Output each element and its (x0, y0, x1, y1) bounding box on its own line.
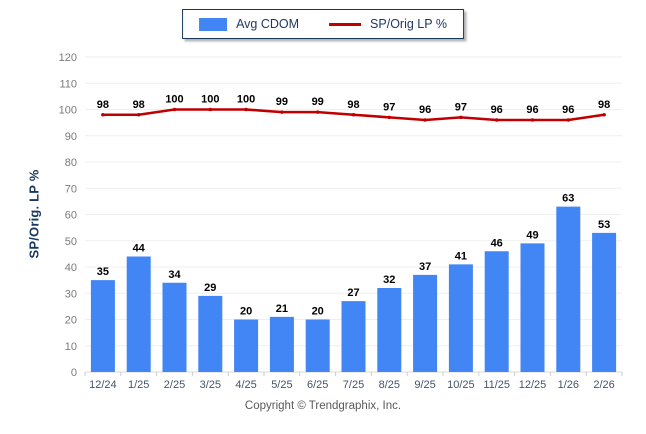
x-axis-label: 2/26 (593, 379, 614, 391)
y-tick-label: 30 (65, 288, 77, 300)
line-label: 99 (312, 96, 324, 108)
line-label: 96 (562, 104, 574, 116)
line-point (387, 115, 392, 120)
line-label: 100 (201, 94, 219, 106)
line-label: 98 (347, 99, 359, 111)
bar-8/25 (377, 288, 402, 372)
bar-12/25 (520, 243, 545, 372)
bar-label: 37 (419, 261, 431, 273)
line-label: 97 (383, 101, 395, 113)
line-point (459, 115, 463, 120)
legend-bar-swatch (199, 17, 228, 31)
line-point (602, 112, 606, 117)
bar-3/25 (198, 295, 223, 372)
bar-4/25 (234, 319, 259, 372)
line-point (315, 110, 320, 114)
legend-item-avg-cdom: Avg CDOM (199, 17, 299, 31)
x-axis-label: 1/25 (128, 379, 149, 391)
y-tick-label: 120 (59, 52, 77, 64)
y-tick-label: 110 (59, 78, 77, 90)
line-label: 100 (165, 94, 183, 106)
y-tick-label: 10 (65, 341, 77, 353)
bar-2/26 (592, 232, 617, 372)
line-point (423, 118, 427, 122)
x-axis-label: 12/25 (519, 379, 547, 391)
bar-label: 53 (598, 219, 610, 231)
x-axis-label: 5/25 (271, 379, 292, 391)
bar-10/25 (448, 264, 473, 372)
x-axis-label: 1/26 (558, 379, 579, 391)
x-axis-label: 11/25 (483, 379, 510, 391)
bar-label: 44 (133, 243, 146, 255)
copyright-text: Copyright © Trendgraphix, Inc. (244, 400, 402, 412)
bar-5/25 (269, 316, 294, 372)
line-label: 98 (97, 99, 109, 111)
y-tick-label: 20 (65, 315, 77, 327)
bar-1/26 (556, 206, 581, 372)
legend: Avg CDOM SP/Orig LP % (182, 9, 464, 39)
y-tick-label: 60 (65, 210, 77, 222)
bar-label: 34 (168, 269, 181, 281)
bar-label: 63 (562, 193, 574, 205)
bar-label: 29 (204, 282, 216, 294)
line-label: 100 (237, 94, 255, 106)
bar-label: 35 (97, 266, 109, 278)
y-tick-label: 0 (71, 367, 77, 379)
x-axis-label: 12/24 (89, 379, 117, 391)
x-axis-label: 3/25 (200, 379, 221, 391)
line-label: 96 (419, 104, 431, 116)
x-axis-label: 4/25 (235, 379, 256, 391)
bar-11/25 (484, 251, 509, 372)
y-tick-label: 100 (59, 105, 77, 117)
line-point (172, 107, 177, 112)
bar-label: 41 (455, 250, 467, 262)
line-point (494, 118, 499, 122)
y-tick-label: 70 (65, 183, 77, 195)
bar-label: 32 (383, 274, 395, 286)
bar-1/25 (126, 256, 151, 372)
line-point (351, 112, 356, 117)
bar-label: 21 (276, 303, 288, 315)
line-label: 98 (133, 99, 145, 111)
bar-label: 20 (240, 306, 252, 318)
x-axis-label: 10/25 (447, 379, 475, 391)
y-tick-label: 40 (65, 262, 77, 274)
line-point (280, 110, 284, 114)
line-label: 97 (455, 101, 467, 113)
bar-9/25 (413, 274, 438, 372)
line-label: 96 (491, 104, 503, 116)
x-axis-label: 7/25 (343, 379, 364, 391)
legend-label-sp-orig-lp: SP/Orig LP % (370, 17, 447, 31)
line-label: 98 (598, 99, 610, 111)
line-point (244, 107, 248, 112)
bar-label: 27 (347, 287, 359, 299)
line-point (208, 107, 213, 112)
line-point (101, 112, 105, 117)
bar-6/25 (305, 319, 330, 372)
legend-label-avg-cdom: Avg CDOM (236, 17, 300, 31)
x-axis-label: 8/25 (379, 379, 400, 391)
bar-7/25 (341, 301, 366, 372)
y-tick-label: 80 (65, 157, 77, 169)
x-axis-label: 9/25 (414, 379, 435, 391)
y-tick-label: 90 (65, 131, 77, 143)
x-axis-label: 2/25 (164, 379, 185, 391)
line-point (530, 118, 535, 122)
line-label: 99 (276, 96, 288, 108)
line-point (566, 118, 571, 122)
legend-item-sp-orig-lp: SP/Orig LP % (329, 17, 447, 31)
bar-label: 49 (526, 229, 538, 241)
y-axis-title: SP/Orig. LP % (26, 169, 42, 259)
y-tick-label: 50 (65, 236, 77, 248)
bar-label: 46 (491, 237, 503, 249)
line-label: 96 (526, 104, 538, 116)
x-axis-label: 6/25 (307, 379, 328, 391)
line-point (136, 112, 141, 117)
legend-line-swatch (329, 22, 362, 26)
bar-label: 20 (312, 306, 324, 318)
bar-2/25 (162, 282, 187, 372)
bar-12/24 (90, 280, 115, 372)
